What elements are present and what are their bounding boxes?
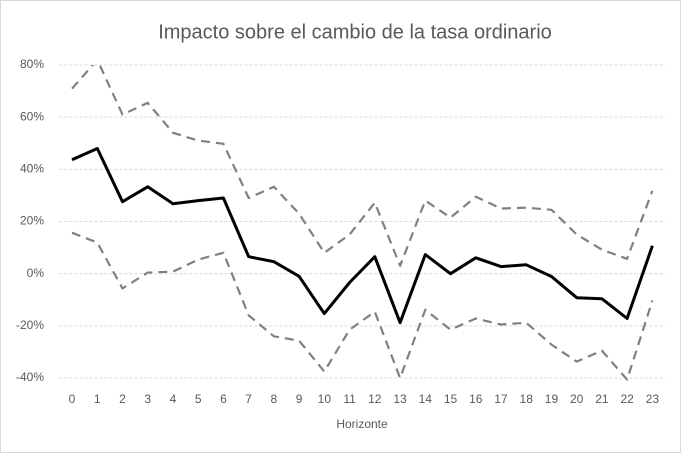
x-tick-label: 5 bbox=[195, 392, 202, 406]
x-tick-label: 16 bbox=[469, 392, 483, 406]
x-tick-label: 15 bbox=[444, 392, 458, 406]
x-tick-label: 3 bbox=[144, 392, 151, 406]
x-tick-label: 9 bbox=[296, 392, 303, 406]
x-tick-label: 8 bbox=[271, 392, 278, 406]
x-tick-label: 13 bbox=[393, 392, 407, 406]
x-tick-label: 11 bbox=[343, 392, 356, 406]
x-tick-label: 22 bbox=[620, 392, 634, 406]
data-line bbox=[71, 147, 654, 325]
y-tick-label: 40% bbox=[20, 162, 44, 176]
x-tick-label: 6 bbox=[220, 392, 227, 406]
data-line bbox=[71, 231, 654, 381]
x-tick-label: 21 bbox=[595, 392, 609, 406]
y-tick-label: -40% bbox=[16, 370, 44, 384]
x-tick-label: 18 bbox=[520, 392, 534, 406]
x-tick-label: 4 bbox=[170, 392, 177, 406]
x-tick-label: 23 bbox=[646, 392, 660, 406]
chart-title: Impacto sobre el cambio de la tasa ordin… bbox=[158, 21, 552, 43]
x-tick-label: 14 bbox=[419, 392, 433, 406]
x-tick-label: 17 bbox=[494, 392, 508, 406]
x-tick-label: 7 bbox=[245, 392, 252, 406]
x-tick-label: 20 bbox=[570, 392, 584, 406]
x-tick-label: 10 bbox=[318, 392, 332, 406]
x-tick-label: 2 bbox=[119, 392, 126, 406]
y-tick-label: 0% bbox=[27, 266, 45, 280]
x-tick-label: 12 bbox=[368, 392, 382, 406]
y-tick-label: -20% bbox=[16, 318, 44, 332]
plot-lines bbox=[71, 65, 654, 381]
x-tick-label: 0 bbox=[69, 392, 76, 406]
x-axis-label: Horizonte bbox=[336, 417, 388, 431]
y-tick-label: 60% bbox=[20, 109, 44, 123]
x-tick-label: 19 bbox=[545, 392, 559, 406]
data-line bbox=[71, 65, 654, 267]
y-tick-label: 20% bbox=[20, 214, 44, 228]
y-tick-label: 80% bbox=[20, 57, 44, 71]
x-tick-label: 1 bbox=[94, 392, 101, 406]
